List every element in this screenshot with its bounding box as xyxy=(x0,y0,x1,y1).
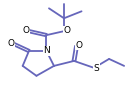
Text: S: S xyxy=(94,64,99,73)
Text: N: N xyxy=(44,46,50,55)
Text: O: O xyxy=(75,41,82,50)
Text: O: O xyxy=(64,26,71,35)
Text: O: O xyxy=(22,26,29,35)
Text: O: O xyxy=(7,39,14,48)
